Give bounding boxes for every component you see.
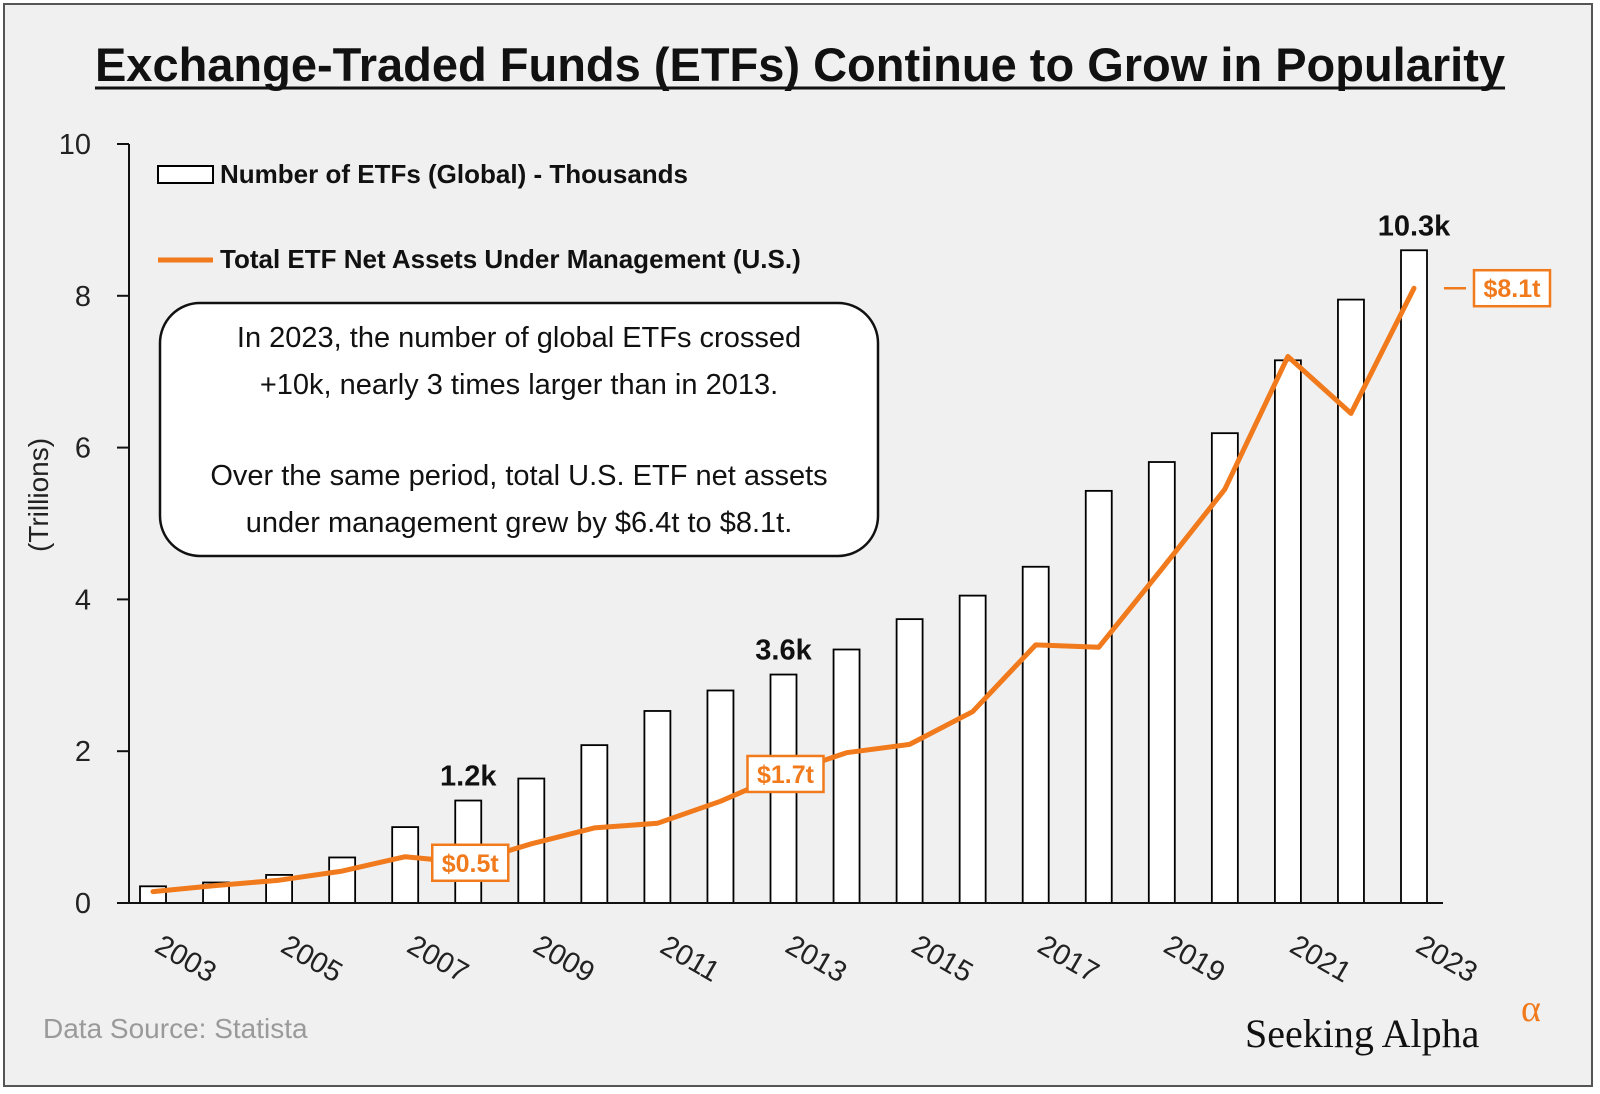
chart-title: Exchange-Traded Funds (ETFs) Continue to… — [95, 38, 1505, 91]
data-source: Data Source: Statista — [43, 1013, 308, 1044]
bar-2021 — [1274, 359, 1302, 904]
annotation-box: In 2023, the number of global ETFs cross… — [158, 301, 880, 558]
bar-2011 — [643, 710, 672, 904]
line-label-2023: $8.1t — [1484, 275, 1542, 303]
y-tick-label-0: 0 — [75, 888, 91, 920]
x-tick-label-2017: 2017 — [1032, 929, 1104, 989]
bar-2015 — [895, 618, 924, 904]
annotation-line-5: under management grew by $6.4t to $8.1t. — [246, 507, 793, 539]
line-label-box-2013 — [746, 754, 825, 794]
bar-2010 — [580, 744, 609, 904]
chart-frame: Exchange-Traded Funds (ETFs) Continue to… — [3, 3, 1593, 1087]
annotation-line-1: In 2023, the number of global ETFs cross… — [237, 322, 801, 354]
annotation-line-2: +10k, nearly 3 times larger than in 2013… — [260, 369, 778, 401]
x-tick-label-2011: 2011 — [655, 930, 725, 989]
x-tick-label-2009: 2009 — [528, 929, 600, 989]
bar-2006 — [328, 856, 357, 904]
bar-label-2013: 3.6k — [755, 635, 812, 667]
x-tick-label-2019: 2019 — [1158, 929, 1230, 989]
annotation-box-border — [158, 301, 880, 558]
x-tick-label-2013: 2013 — [780, 929, 852, 989]
bar-2016 — [958, 594, 987, 904]
brand-logo-text: Seeking Alpha — [1245, 1011, 1480, 1056]
line-label-box-2023 — [1472, 268, 1552, 308]
bars-layer — [139, 249, 1428, 904]
x-tick-label-2021: 2021 — [1284, 929, 1356, 989]
x-tick-label-2007: 2007 — [402, 929, 474, 989]
bar-2019 — [1147, 461, 1176, 904]
y-tick-label-8: 8 — [75, 281, 91, 313]
bar-2014 — [832, 648, 861, 904]
legend: Number of ETFs (Global) - Thousands Tota… — [157, 159, 801, 274]
x-tick-label-2015: 2015 — [906, 929, 978, 989]
bar-2018 — [1084, 489, 1113, 904]
bar-2023 — [1400, 249, 1428, 904]
legend-bar-label: Number of ETFs (Global) - Thousands — [220, 159, 688, 189]
etf-combo-chart: Exchange-Traded Funds (ETFs) Continue to… — [23, 38, 1552, 1056]
legend-bar-swatch — [157, 165, 214, 184]
bar-2017 — [1021, 565, 1050, 904]
legend-line-label: Total ETF Net Assets Under Management (U… — [220, 244, 801, 274]
labels-layer: 1.2k 3.6k 10.3k $0.5t $1.7t $8.1t — [431, 210, 1552, 883]
y-tick-label-2: 2 — [75, 736, 91, 768]
y-tick-label-4: 4 — [75, 584, 91, 616]
bar-label-2008: 1.2k — [440, 761, 497, 793]
bar-label-2023: 10.3k — [1378, 210, 1451, 242]
x-tick-label-2023: 2023 — [1411, 929, 1483, 989]
y-tick-label-6: 6 — [75, 433, 91, 465]
bar-2020 — [1210, 432, 1239, 904]
x-tick-label-2005: 2005 — [276, 929, 348, 989]
annotation-line-4: Over the same period, total U.S. ETF net… — [210, 460, 827, 492]
line-label-2013: $1.7t — [757, 761, 815, 789]
y-tick-label-10: 10 — [59, 129, 91, 161]
brand-logo-alpha: α — [1521, 988, 1541, 1030]
y-axis-label: (Trillions) — [23, 438, 54, 552]
bar-2007 — [391, 826, 420, 904]
line-label-2008: $0.5t — [442, 850, 500, 878]
x-tick-label-2003: 2003 — [150, 929, 222, 989]
line-label-box-2008 — [431, 843, 510, 883]
